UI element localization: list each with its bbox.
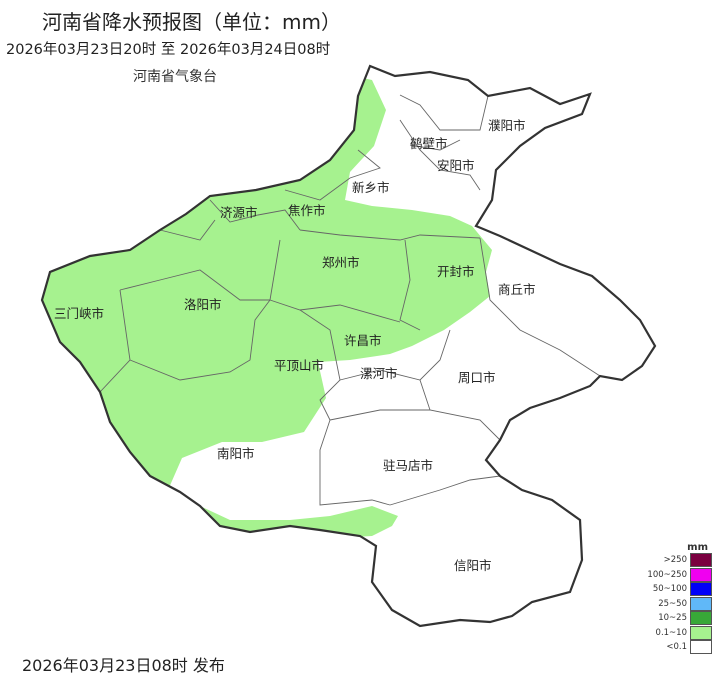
- dry-patch: [225, 495, 265, 515]
- legend-item: <0.1: [640, 640, 712, 655]
- dry-patch: [178, 467, 202, 483]
- city-boundary: [399, 119, 481, 191]
- legend-swatch: [690, 596, 712, 611]
- city-boundary: [159, 219, 216, 241]
- city-label: 濮阳市: [488, 118, 526, 133]
- city-label: 三门峡市: [54, 306, 104, 321]
- city-boundary: [399, 94, 489, 131]
- legend-swatch: [690, 582, 712, 597]
- city-boundary: [119, 269, 270, 301]
- city-boundary: [284, 149, 381, 201]
- city-boundary: [479, 237, 601, 377]
- legend-label: 10~25: [658, 613, 687, 624]
- legend-unit: mm: [687, 542, 708, 553]
- legend-swatch: [690, 625, 712, 640]
- city-label: 周口市: [458, 370, 496, 385]
- map-title: 河南省降水预报图（单位：mm）: [42, 10, 341, 34]
- city-label: 商丘市: [498, 282, 536, 297]
- city-label: 郑州市: [322, 255, 360, 270]
- forecast-period: 2026年03月23日20时 至 2026年03月24日08时: [6, 42, 331, 58]
- city-label: 新乡市: [352, 180, 390, 195]
- city-boundary: [419, 379, 501, 441]
- legend-swatch: [690, 567, 712, 582]
- legend-label: <0.1: [666, 642, 687, 653]
- city-label: 济源市: [220, 205, 258, 220]
- city-boundary: [299, 229, 481, 241]
- city-label: 开封市: [437, 264, 475, 279]
- legend-swatch: [690, 640, 712, 655]
- city-label: 鹤壁市: [410, 136, 448, 151]
- city-boundary: [319, 419, 391, 506]
- city-label: 安阳市: [437, 158, 475, 173]
- city-boundary: [209, 199, 301, 231]
- legend-swatch: [690, 553, 712, 568]
- city-label: 平顶山市: [274, 358, 324, 373]
- legend-swatch: [690, 611, 712, 626]
- legend-item: 0.1~10: [640, 625, 712, 641]
- city-label: 南阳市: [217, 446, 255, 461]
- city-label: 焦作市: [288, 203, 326, 218]
- city-label: 洛阳市: [184, 297, 222, 312]
- city-label: 漯河市: [360, 366, 398, 381]
- city-boundaries: [99, 94, 601, 506]
- city-boundary: [399, 239, 421, 331]
- city-boundary: [409, 139, 461, 151]
- legend-item: 50~100: [640, 582, 712, 597]
- city-label: 驻马店市: [383, 458, 433, 473]
- publish-time: 2026年03月23日08时 发布: [22, 656, 225, 675]
- legend-item: >250: [640, 553, 712, 568]
- legend: mm >250 100~250 50~100 25~50 10~25 0.1~10 <0.1: [640, 542, 712, 655]
- city-label: 许昌市: [344, 333, 382, 348]
- legend-label: 25~50: [658, 598, 687, 609]
- legend-label: 100~250: [647, 569, 687, 580]
- legend-label: >250: [663, 555, 687, 566]
- legend-item: 25~50: [640, 596, 712, 612]
- city-label: 信阳市: [454, 558, 492, 573]
- legend-item: 100~250: [640, 567, 712, 583]
- city-boundary: [329, 409, 430, 421]
- city-boundary: [129, 299, 271, 381]
- issuer: 河南省气象台: [133, 69, 217, 85]
- city-boundary: [389, 475, 501, 506]
- legend-label: 0.1~10: [655, 627, 687, 638]
- legend-label: 50~100: [652, 584, 687, 595]
- province-border: [40, 64, 657, 628]
- legend-item: 10~25: [640, 611, 712, 626]
